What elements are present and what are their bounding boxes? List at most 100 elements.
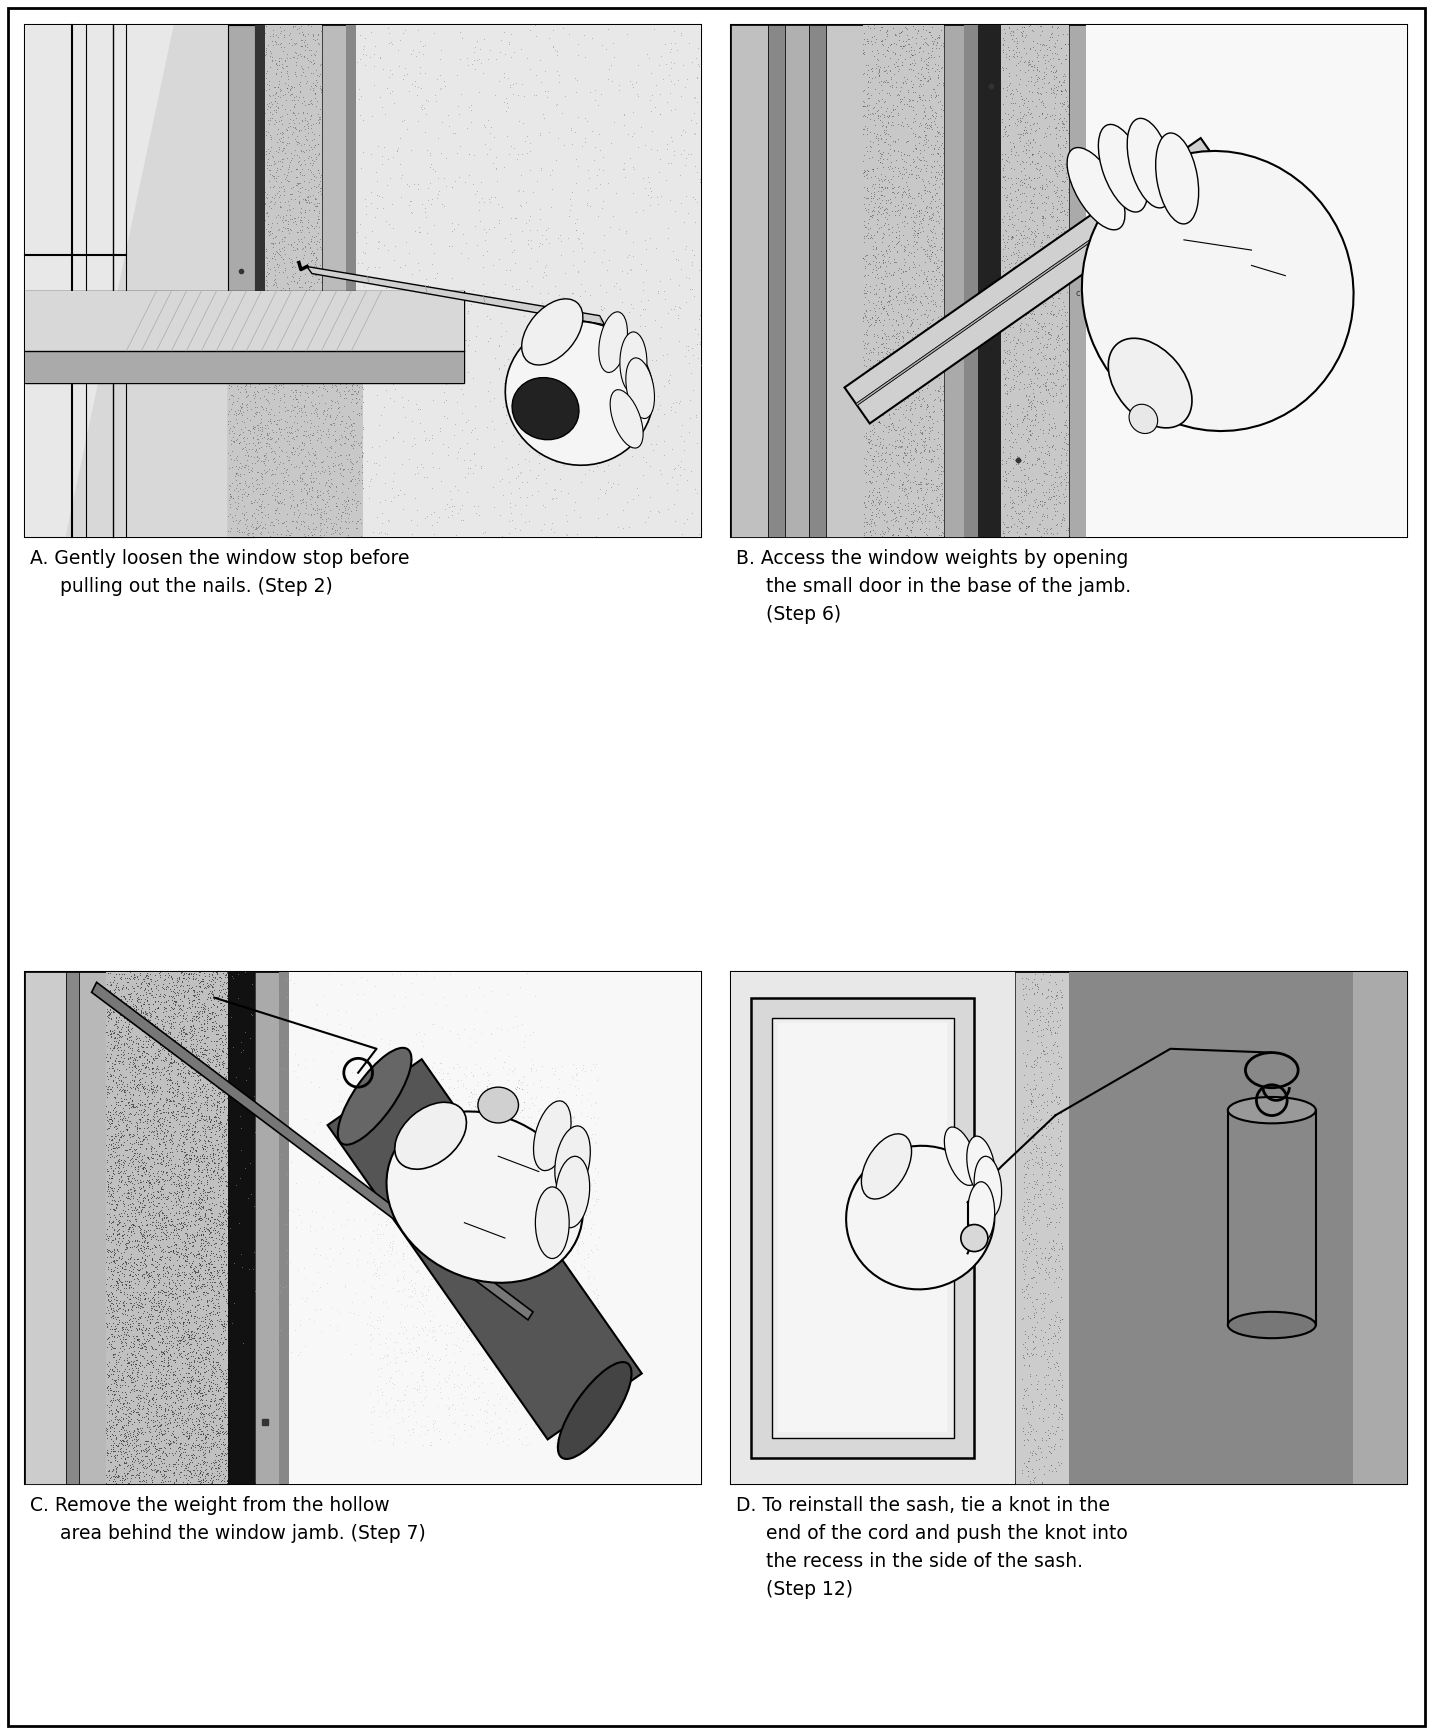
Point — [858, 440, 881, 468]
Point — [1022, 1051, 1045, 1079]
Point — [266, 466, 289, 494]
Point — [291, 465, 314, 492]
Point — [919, 194, 942, 222]
Point — [163, 1082, 186, 1110]
Point — [97, 1238, 120, 1266]
Point — [209, 1339, 232, 1366]
Point — [176, 1174, 199, 1202]
Point — [123, 1165, 146, 1193]
Point — [478, 1425, 501, 1453]
Point — [856, 73, 879, 101]
Point — [100, 1106, 123, 1134]
Point — [146, 1013, 169, 1040]
Point — [853, 213, 876, 241]
Point — [1008, 172, 1031, 199]
Point — [116, 1465, 139, 1493]
Point — [1054, 108, 1077, 135]
Point — [521, 1372, 544, 1399]
Point — [198, 1420, 221, 1448]
Point — [894, 203, 916, 231]
Point — [1030, 1380, 1053, 1408]
Point — [100, 1399, 123, 1427]
Point — [135, 1382, 158, 1410]
Point — [640, 177, 663, 205]
Point — [1031, 1278, 1054, 1306]
Point — [518, 128, 541, 156]
Point — [180, 1111, 203, 1139]
Point — [855, 161, 878, 189]
Point — [305, 494, 328, 522]
Point — [447, 477, 470, 505]
Point — [533, 1196, 556, 1224]
Point — [301, 470, 324, 498]
Point — [150, 1150, 173, 1177]
Point — [129, 1169, 152, 1196]
Point — [216, 981, 239, 1009]
Point — [886, 486, 909, 513]
Point — [915, 222, 938, 250]
Point — [1252, 1115, 1274, 1143]
Point — [901, 380, 924, 407]
Point — [100, 1141, 123, 1169]
Point — [404, 217, 427, 244]
Point — [166, 1313, 189, 1340]
Point — [298, 413, 321, 440]
Point — [889, 302, 912, 329]
Point — [679, 387, 702, 414]
Point — [96, 1281, 119, 1309]
Point — [1041, 1103, 1064, 1131]
Point — [193, 1358, 216, 1385]
Point — [107, 1158, 130, 1186]
Point — [1047, 366, 1070, 394]
Point — [1300, 1148, 1323, 1176]
Point — [166, 1165, 189, 1193]
Point — [102, 1417, 125, 1444]
Point — [202, 1016, 225, 1044]
Point — [448, 132, 471, 160]
Point — [1017, 255, 1040, 283]
Point — [206, 1458, 229, 1486]
Point — [1027, 359, 1050, 387]
Point — [286, 99, 309, 127]
Point — [637, 180, 660, 208]
Point — [919, 179, 942, 206]
Point — [440, 1313, 463, 1340]
Point — [126, 1327, 149, 1354]
Point — [347, 487, 369, 515]
Point — [1017, 1009, 1040, 1037]
Point — [176, 971, 199, 999]
Point — [159, 995, 182, 1023]
Point — [149, 1111, 172, 1139]
Point — [308, 229, 331, 257]
Point — [212, 1035, 235, 1063]
Point — [461, 1401, 484, 1429]
Point — [195, 1106, 218, 1134]
Point — [256, 456, 279, 484]
Point — [117, 1179, 140, 1207]
Point — [96, 1177, 119, 1205]
Point — [275, 499, 298, 527]
Point — [153, 1118, 176, 1146]
Point — [1021, 140, 1044, 168]
Point — [1047, 1405, 1070, 1432]
Point — [1022, 1463, 1045, 1491]
Point — [1040, 1089, 1063, 1117]
Point — [924, 317, 947, 345]
Point — [868, 482, 891, 510]
Point — [537, 1222, 560, 1250]
Point — [855, 453, 878, 480]
Point — [915, 154, 938, 182]
Point — [139, 1013, 162, 1040]
Point — [874, 87, 896, 114]
Point — [874, 293, 896, 321]
Point — [1040, 75, 1063, 102]
Point — [95, 1200, 117, 1228]
Point — [302, 449, 325, 477]
Point — [84, 1144, 107, 1172]
Point — [294, 307, 316, 335]
Point — [992, 371, 1015, 399]
Point — [222, 484, 245, 512]
Point — [193, 1259, 216, 1287]
Point — [335, 1207, 358, 1235]
Point — [289, 510, 312, 538]
